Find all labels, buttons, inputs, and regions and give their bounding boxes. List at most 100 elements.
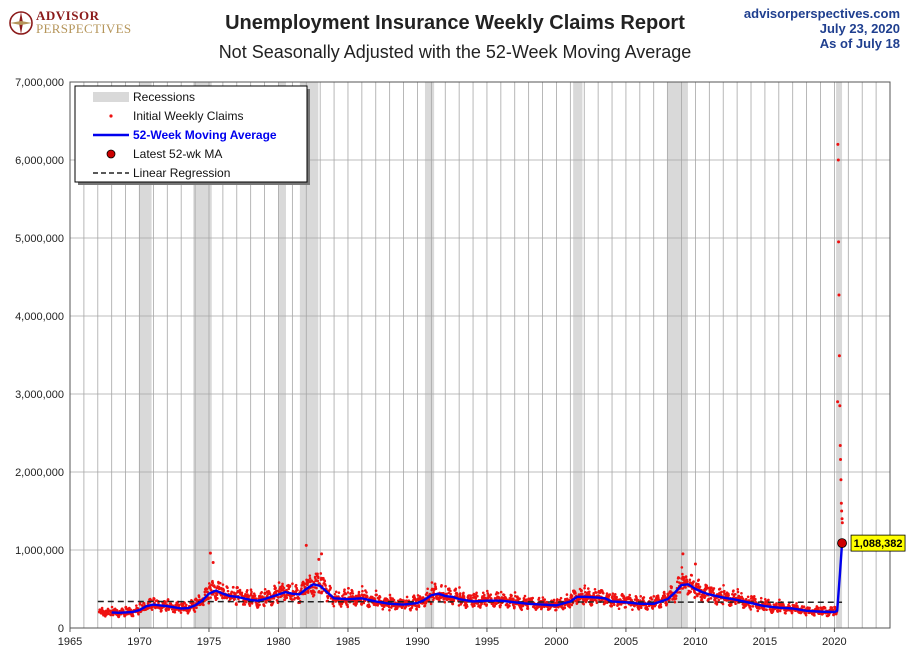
weekly-claim-point xyxy=(838,443,842,447)
weekly-claim-point xyxy=(611,594,614,598)
weekly-claim-point xyxy=(346,605,350,609)
weekly-claim-point xyxy=(323,579,327,583)
weekly-claim-point xyxy=(440,583,443,587)
weekly-claim-point xyxy=(628,593,632,597)
weekly-claim-point xyxy=(202,603,205,607)
weekly-claim-point xyxy=(470,603,474,606)
weekly-claim-point xyxy=(374,589,378,593)
weekly-claim-point xyxy=(590,603,594,607)
weekly-claim-point xyxy=(218,581,222,585)
weekly-claim-point xyxy=(425,591,429,595)
chart-title: Unemployment Insurance Weekly Claims Rep… xyxy=(225,12,685,34)
site-url[interactable]: advisorperspectives.com xyxy=(743,6,900,21)
weekly-claim-point xyxy=(449,589,452,593)
weekly-claim-point xyxy=(837,240,841,244)
weekly-claim-point xyxy=(583,586,586,590)
weekly-claim-point xyxy=(474,596,478,600)
weekly-claim-point xyxy=(513,591,517,594)
weekly-claim-point xyxy=(392,598,396,602)
weekly-claim-point xyxy=(565,593,569,596)
weekly-claim-point xyxy=(316,579,320,583)
weekly-claim-point xyxy=(583,584,587,587)
weekly-claim-point xyxy=(476,594,479,598)
weekly-claim-point xyxy=(263,604,266,608)
weekly-claim-point xyxy=(839,501,843,505)
weekly-claim-point xyxy=(543,605,546,609)
x-tick-label: 1970 xyxy=(127,636,151,648)
x-tick-label: 2005 xyxy=(614,636,638,648)
weekly-claim-point xyxy=(249,592,253,596)
weekly-claim-point xyxy=(483,593,486,597)
weekly-claim-point xyxy=(840,517,844,521)
weekly-claim-point xyxy=(677,576,681,580)
weekly-claim-point xyxy=(765,608,768,611)
weekly-claim-point xyxy=(164,609,168,612)
weekly-claim-point xyxy=(291,582,294,585)
weekly-claim-point xyxy=(795,602,798,605)
weekly-claim-point xyxy=(465,605,469,608)
weekly-claim-point xyxy=(207,597,210,601)
weekly-claim-point xyxy=(334,590,338,594)
x-axis: 1965 1970 1975 1980 1985 1990 1995 2000 2005 2010… xyxy=(58,628,847,648)
weekly-claim-point xyxy=(456,592,459,596)
weekly-claim-point xyxy=(676,580,679,584)
weekly-claim-point xyxy=(442,591,445,595)
weekly-claim-point xyxy=(295,586,299,590)
weekly-claim-point xyxy=(297,597,301,600)
weekly-claim-point xyxy=(805,611,808,615)
weekly-claim-point xyxy=(230,590,234,594)
weekly-claim-point xyxy=(417,605,421,609)
weekly-claim-point xyxy=(315,586,318,590)
weekly-claim-point xyxy=(332,604,336,608)
weekly-claim-point xyxy=(167,608,170,611)
weekly-claim-point xyxy=(426,587,429,591)
weekly-claim-point xyxy=(840,509,844,513)
weekly-claim-point xyxy=(718,587,722,591)
weekly-claim-point xyxy=(343,588,346,591)
weekly-claim-point xyxy=(193,610,197,613)
weekly-claim-point xyxy=(458,592,462,595)
weekly-claim-point xyxy=(483,602,486,606)
latest-ma-marker xyxy=(837,538,847,549)
weekly-claim-point xyxy=(209,588,213,592)
weekly-claim-point xyxy=(449,592,452,596)
weekly-claim-point xyxy=(749,608,753,611)
weekly-claim-point xyxy=(605,592,609,595)
weekly-claim-point xyxy=(160,609,163,612)
weekly-claim-point xyxy=(732,589,735,592)
weekly-claim-point xyxy=(727,594,730,597)
latest-ma-marker-group: 1,088,382 xyxy=(837,534,906,552)
weekly-claim-point xyxy=(282,593,286,597)
y-tick-label: 1,000,000 xyxy=(15,545,64,557)
plot-frame xyxy=(69,81,891,629)
weekly-claim-point xyxy=(252,592,256,595)
weekly-claim-point xyxy=(744,597,748,601)
weekly-claim-point xyxy=(531,596,535,600)
weekly-claim-point xyxy=(360,603,363,606)
weekly-claim-point xyxy=(659,605,663,609)
weekly-claim-point xyxy=(697,578,700,582)
weekly-claim-point xyxy=(173,610,177,614)
weekly-claim-point xyxy=(304,543,308,547)
weekly-claim-point xyxy=(150,608,154,611)
weekly-claim-point xyxy=(250,590,253,594)
weekly-claim-point xyxy=(833,605,837,609)
y-tick-label: 3,000,000 xyxy=(15,389,64,401)
weekly-claim-point xyxy=(593,588,597,591)
weekly-claim-point xyxy=(246,593,249,596)
weekly-claim-point xyxy=(636,598,640,602)
weekly-claim-point xyxy=(837,293,841,297)
weekly-claim-point xyxy=(840,521,844,525)
weekly-claim-point xyxy=(361,589,364,593)
weekly-claim-point xyxy=(715,603,719,606)
weekly-claim-point xyxy=(264,601,268,604)
legend-latest-swatch xyxy=(106,149,116,159)
weekly-claim-point xyxy=(722,583,725,587)
weekly-claim-point xyxy=(164,601,167,605)
weekly-claim-point xyxy=(665,602,669,606)
weekly-claim-point xyxy=(836,142,840,146)
weekly-claim-point xyxy=(322,576,325,580)
weekly-claim-point xyxy=(741,597,745,601)
weekly-claim-point xyxy=(731,592,734,596)
